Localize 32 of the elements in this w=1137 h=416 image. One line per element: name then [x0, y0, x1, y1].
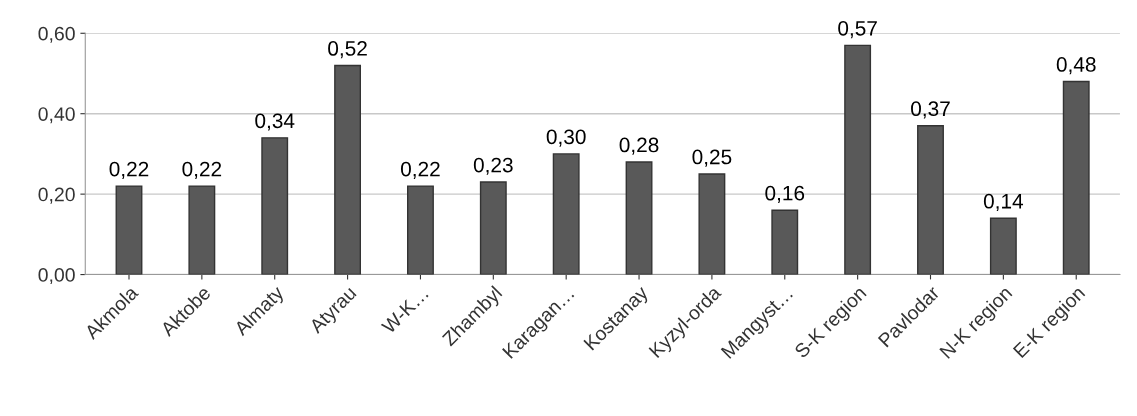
y-tick-label: 0,60	[38, 26, 75, 43]
bar	[844, 44, 872, 275]
data-label: 0,37	[911, 101, 950, 119]
bar	[698, 173, 726, 275]
bar	[115, 185, 143, 275]
bar	[188, 185, 216, 275]
data-label: 0,57	[838, 20, 877, 39]
data-label: 0,34	[255, 113, 295, 131]
data-label: 0,52	[328, 41, 367, 59]
bar	[917, 125, 944, 275]
data-label: 0,28	[619, 137, 659, 155]
bar	[479, 181, 507, 275]
bar	[1062, 80, 1090, 275]
data-label: 0,14	[983, 193, 1024, 212]
bar	[989, 217, 1017, 275]
bar	[407, 185, 434, 275]
y-tick-label: 0,40	[38, 107, 75, 124]
data-label: 0,23	[473, 157, 513, 175]
y-tick-label: 0,00	[38, 268, 75, 285]
data-label: 0,22	[400, 161, 440, 179]
bar	[552, 153, 580, 275]
bar	[625, 161, 653, 275]
y-tick-label: 0,20	[38, 187, 75, 204]
data-label: 0,48	[1056, 57, 1096, 75]
bar	[261, 137, 289, 275]
data-label: 0,25	[692, 149, 732, 167]
data-label: 0,30	[546, 129, 586, 147]
bar	[334, 64, 362, 275]
data-label: 0,16	[765, 185, 805, 204]
bar	[771, 209, 799, 275]
data-label: 0,22	[182, 161, 222, 179]
data-label: 0,22	[109, 161, 149, 179]
